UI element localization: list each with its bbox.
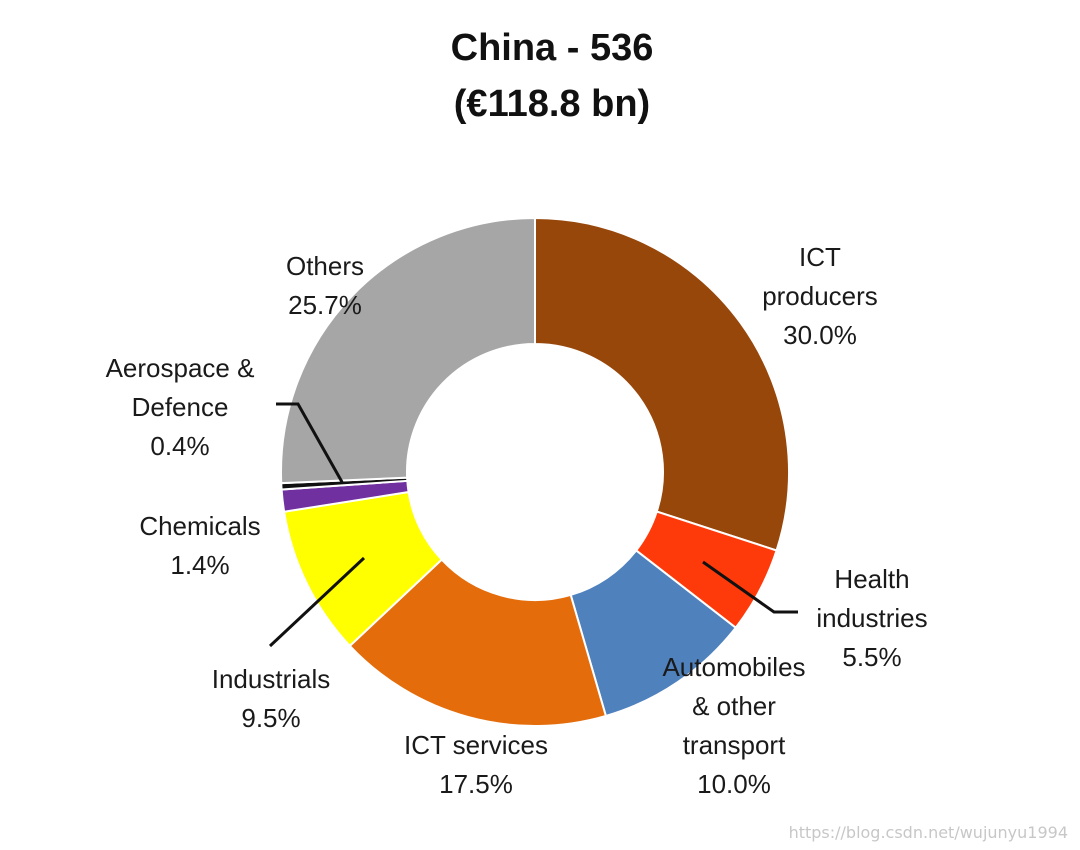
slice-ict-services	[348, 558, 608, 727]
slice-label-ict-producers: ICT producers 30.0%	[762, 242, 878, 350]
slice-label-line: ICT services	[404, 730, 548, 760]
leader-line-health-industries	[702, 560, 798, 614]
slice-label-line: 10.0%	[697, 769, 771, 799]
slice-label-line: 0.4%	[150, 431, 209, 461]
slice-label-line: transport	[683, 730, 786, 760]
leader-lines-group	[268, 402, 798, 648]
slice-label-ict-services: ICT services 17.5%	[404, 730, 548, 799]
slice-label-line: 25.7%	[288, 290, 362, 320]
slice-label-line: Aerospace &	[106, 353, 255, 383]
slice-label-line: & other	[692, 691, 776, 721]
slice-label-automobiles-and-other-transport: Automobiles & other transport 10.0%	[662, 652, 805, 799]
slice-label-line: ICT	[799, 242, 841, 272]
slice-label-line: 5.5%	[842, 642, 901, 672]
watermark-text: https://blog.csdn.net/wujunyu1994	[789, 823, 1068, 842]
slice-label-line: producers	[762, 281, 878, 311]
slice-label-line: Chemicals	[139, 511, 260, 541]
slice-labels-group: ICT producers 30.0% Health industries 5.5% Aut…	[106, 242, 928, 799]
chart-title: China - 536	[451, 27, 654, 69]
slice-label-others: Others 25.7%	[286, 251, 364, 320]
chart-subtitle: (€118.8 bn)	[454, 83, 650, 125]
slice-ict-producers	[534, 216, 790, 552]
slice-label-line: 1.4%	[170, 550, 229, 580]
slice-label-line: industries	[816, 603, 927, 633]
slice-label-industrials: Industrials 9.5%	[212, 664, 331, 733]
slice-label-line: 30.0%	[783, 320, 857, 350]
leader-line-aerospace-and-defence	[276, 402, 344, 483]
slice-label-line: Others	[286, 251, 364, 281]
slice-label-aerospace-and-defence: Aerospace & Defence 0.4%	[106, 353, 255, 461]
leader-line-industrials	[268, 556, 366, 648]
slice-label-line: Automobiles	[662, 652, 805, 682]
slice-label-line: 17.5%	[439, 769, 513, 799]
slice-label-health-industries: Health industries 5.5%	[816, 564, 927, 672]
slice-label-line: Defence	[132, 392, 229, 422]
slice-label-line: Industrials	[212, 664, 331, 694]
slice-label-line: 9.5%	[241, 703, 300, 733]
slice-label-chemicals: Chemicals 1.4%	[139, 511, 260, 580]
slices-group	[280, 216, 790, 727]
slice-label-line: Health	[834, 564, 909, 594]
slice-others	[280, 216, 536, 485]
